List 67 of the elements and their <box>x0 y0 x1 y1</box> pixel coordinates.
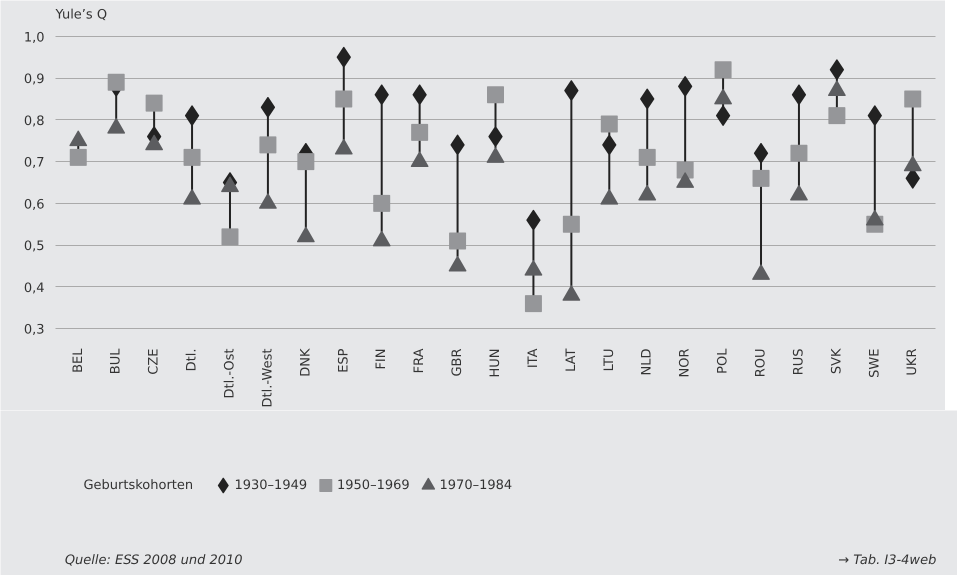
point <box>562 216 580 233</box>
y-tick-label: 0,6 <box>24 197 45 212</box>
point <box>790 144 808 162</box>
x-tick-label: GBR <box>450 348 466 377</box>
legend-label: 1930–1949 <box>234 478 308 493</box>
x-tick-label: FRA <box>412 348 428 374</box>
point <box>448 256 467 272</box>
point <box>714 61 732 78</box>
x-tick-label: POL <box>716 348 731 374</box>
x-tick-label: Dtl.-West <box>260 348 276 408</box>
x-tick-label: CZE <box>146 348 162 375</box>
x-tick-label: Dtl. <box>184 348 200 372</box>
point <box>524 260 542 276</box>
x-tick-label: FIN <box>374 348 390 370</box>
point <box>752 264 770 280</box>
point <box>487 86 504 104</box>
y-tick-label: 1,0 <box>24 30 45 46</box>
point <box>676 161 694 178</box>
text: → Tab. I3-4web <box>838 553 936 568</box>
y-tick-label: 0,8 <box>24 114 45 129</box>
y-axis-title: Yule’s Q <box>54 8 108 22</box>
x-tick-label: SWE <box>867 348 882 378</box>
point <box>259 136 276 154</box>
point <box>335 90 352 108</box>
x-tick-label: RUS <box>791 348 806 376</box>
x-tick-label: BUL <box>108 348 124 374</box>
point <box>752 170 770 187</box>
legend-title: Geburtskohorten <box>83 478 194 493</box>
y-tick-label: 0,3 <box>24 322 45 338</box>
x-tick-label: LTU <box>602 348 617 372</box>
legend-label: 1950–1969 <box>336 478 410 493</box>
point <box>904 90 922 108</box>
x-tick-label: Dtl.-Ost <box>222 348 238 399</box>
x-tick-label: NOR <box>678 348 693 378</box>
point <box>562 284 580 301</box>
source-note: Quelle: ESS 2008 und 2010 <box>64 553 243 568</box>
point <box>373 194 390 212</box>
x-tick-label: LAT <box>564 348 579 372</box>
y-tick-label: 0,4 <box>24 280 45 296</box>
point <box>372 230 391 246</box>
x-tick-label: BEL <box>70 348 86 373</box>
x-tick-label: ITA <box>526 348 541 368</box>
x-tick-label: UKR <box>905 348 920 376</box>
y-tick-label: 0,7 <box>24 156 45 171</box>
x-tick-label: SVK <box>829 348 844 374</box>
point <box>70 148 87 166</box>
point <box>411 124 428 141</box>
point <box>866 210 884 226</box>
point <box>258 193 277 209</box>
point <box>449 232 466 250</box>
point <box>221 228 238 246</box>
point <box>600 116 618 133</box>
x-tick-label: HUN <box>488 348 503 378</box>
x-tick-label: ESP <box>336 348 352 373</box>
x-tick-label: DNK <box>298 348 314 377</box>
y-tick-label: 0,9 <box>24 72 45 88</box>
x-tick-label: NLD <box>640 348 655 376</box>
legend-label: 1970–1984 <box>440 478 512 493</box>
point <box>108 74 125 91</box>
point <box>296 226 315 242</box>
point <box>638 148 656 166</box>
y-tick-label: 0,5 <box>24 239 45 254</box>
point <box>146 94 163 112</box>
x-tick-label: ROU <box>754 348 769 378</box>
point <box>828 107 846 124</box>
point <box>297 153 314 170</box>
point <box>184 148 201 166</box>
